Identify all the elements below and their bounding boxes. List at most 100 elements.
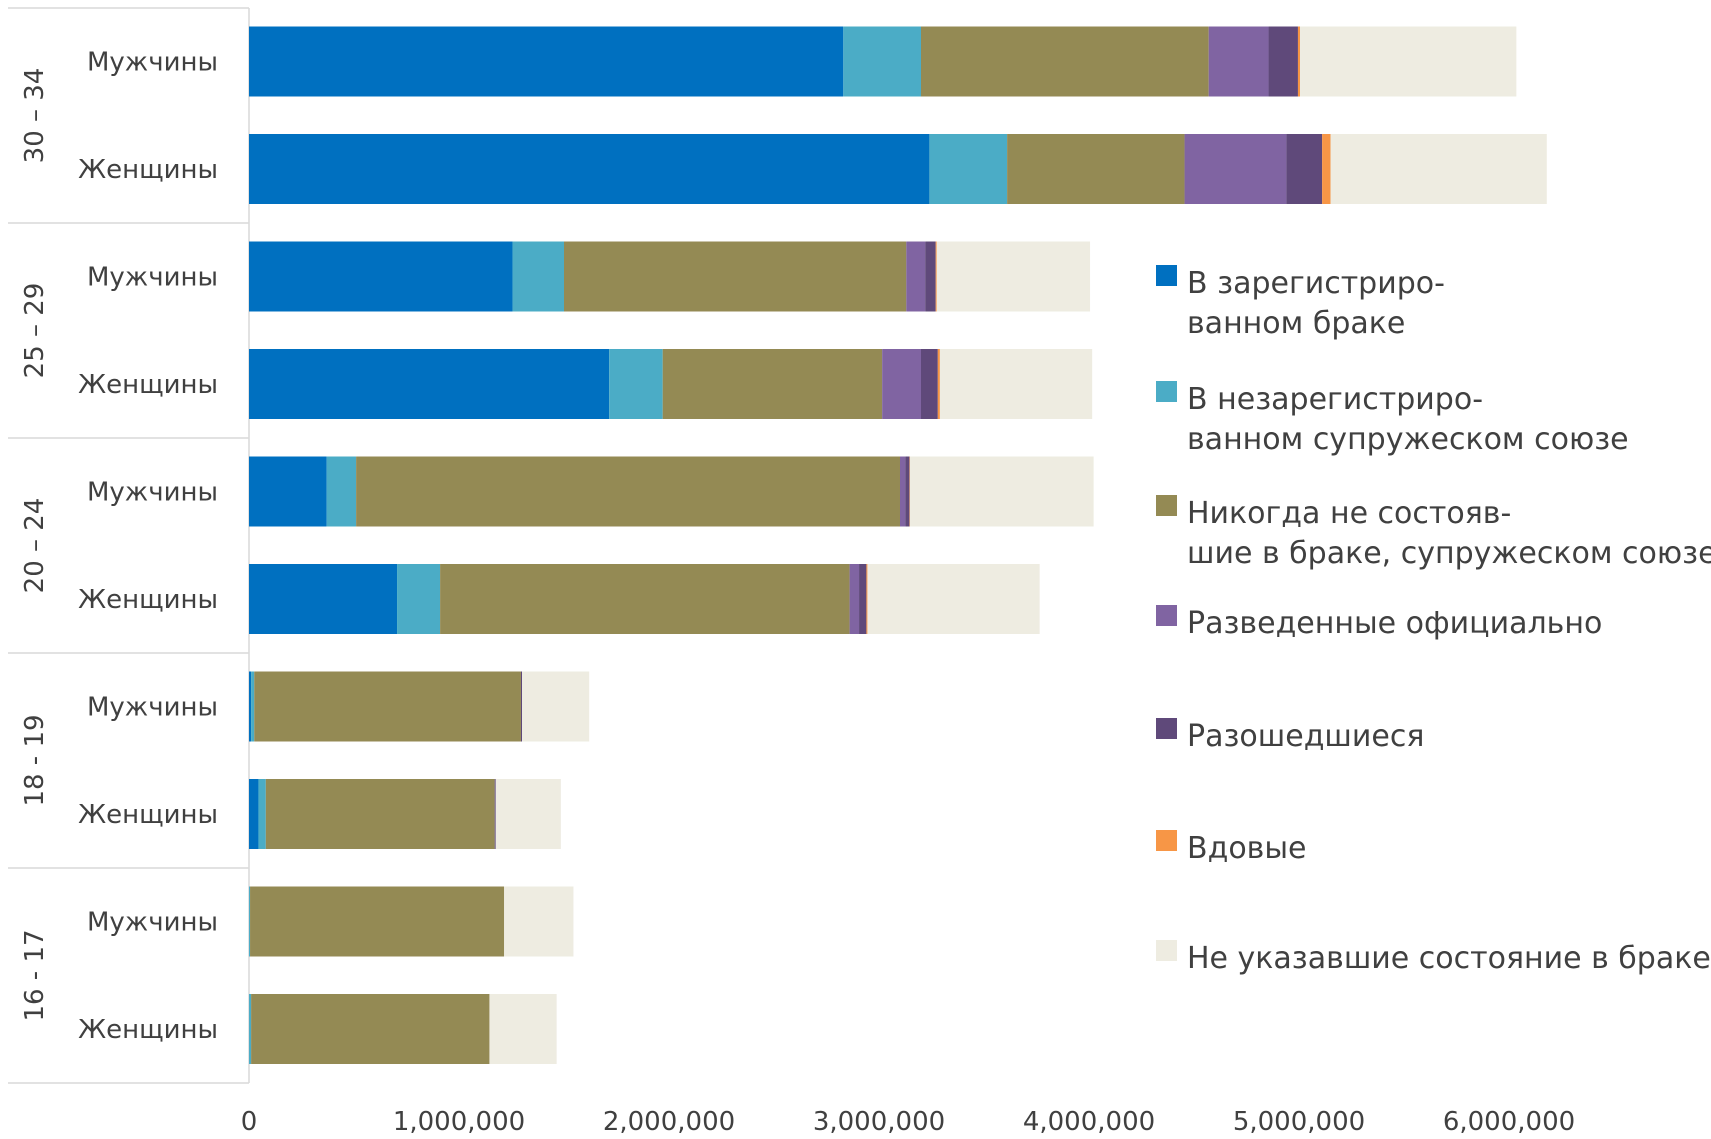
category-label: Женщины <box>78 155 218 185</box>
bar-segment <box>859 564 867 634</box>
x-tick-label: 1,000,000 <box>393 1107 525 1137</box>
bar-segment <box>564 241 907 312</box>
bar-segment <box>251 671 255 742</box>
age-group-labels: 30 – 34 25 – 29 20 – 24 18 - 19 16 - 17 <box>20 68 50 1022</box>
legend-label: шие в браке, супружеском союзе <box>1187 536 1711 571</box>
category-label: Женщины <box>78 370 218 400</box>
x-tick-label: 2,000,000 <box>603 1107 735 1137</box>
legend-label: Разошедшиеся <box>1187 719 1424 754</box>
legend-label: ванном супружеском союзе <box>1187 422 1629 457</box>
bar-segment <box>440 564 850 634</box>
bar-segment <box>326 456 357 527</box>
bar-segment <box>489 994 557 1064</box>
legend-swatch <box>1156 830 1177 851</box>
bar-segment <box>254 671 521 742</box>
bar-segment <box>921 349 938 419</box>
bar-segment <box>925 241 936 312</box>
x-axis-tick-labels: 0 1,000,000 2,000,000 3,000,000 4,000,000 5,0… <box>241 1107 1575 1137</box>
bar-segment <box>867 564 1040 634</box>
age-group-label: 30 – 34 <box>20 68 50 164</box>
category-label: Женщины <box>78 585 218 615</box>
bar-segment <box>1322 134 1331 204</box>
x-tick-label: 6,000,000 <box>1443 1107 1575 1137</box>
bar-segment <box>494 779 496 849</box>
bar-segment <box>520 671 522 742</box>
bar-segment <box>522 671 590 742</box>
age-group-label: 18 - 19 <box>20 714 50 806</box>
bar-segment <box>249 456 327 527</box>
bar-segment <box>909 456 910 527</box>
category-label: Мужчины <box>87 908 218 938</box>
bar-segment <box>249 994 252 1064</box>
bar-segment <box>250 886 505 957</box>
legend-label: В незарегистриро- <box>1187 382 1483 417</box>
bar-segment <box>929 134 1008 204</box>
legend: В зарегистриро-ванном браке В незарегистр… <box>1156 265 1711 976</box>
legend-label: Вдовые <box>1187 831 1307 866</box>
bar-segment <box>939 349 1093 419</box>
legend-label: Никогда не состояв- <box>1187 496 1511 531</box>
age-group-label: 20 – 24 <box>20 498 50 594</box>
category-label: Мужчины <box>87 693 218 723</box>
bar-segment <box>609 349 663 419</box>
category-label: Мужчины <box>87 48 218 78</box>
bar-segment <box>249 26 844 97</box>
legend-label: Не указавшие состояние в браке <box>1187 941 1711 976</box>
legend-swatch <box>1156 495 1177 516</box>
bar-segment <box>1208 26 1269 97</box>
legend-swatch <box>1156 381 1177 402</box>
category-label: Женщины <box>78 1015 218 1045</box>
x-tick-label: 3,000,000 <box>813 1107 945 1137</box>
category-label: Женщины <box>78 800 218 830</box>
bar-segment <box>512 241 564 312</box>
bar-segment <box>935 241 937 312</box>
legend-swatch <box>1156 265 1177 286</box>
bar-segment <box>265 779 495 849</box>
bar-segment <box>1300 26 1517 97</box>
bar-segment <box>249 564 398 634</box>
bar-segment <box>900 456 906 527</box>
legend-label: Разведенные официально <box>1187 606 1602 641</box>
bar-segment <box>906 241 926 312</box>
legend-swatch <box>1156 940 1177 961</box>
x-tick-label: 0 <box>241 1107 258 1137</box>
category-labels: Мужчины Женщины Мужчины Женщины Мужчины Женщи… <box>78 48 218 1046</box>
bar-segment <box>849 564 860 634</box>
x-tick-label: 5,000,000 <box>1233 1107 1365 1137</box>
bar-segment <box>495 779 561 849</box>
legend-swatch <box>1156 718 1177 739</box>
legend-label: В зарегистриро- <box>1187 266 1445 301</box>
bar-segment <box>249 671 252 742</box>
category-label: Мужчины <box>87 263 218 293</box>
bar-segment <box>882 349 921 419</box>
bar-segment <box>1297 26 1301 97</box>
bar-segment <box>1007 134 1185 204</box>
bar-segment <box>662 349 883 419</box>
bar-segment <box>866 564 868 634</box>
bars <box>249 26 1547 1064</box>
legend-label: ванном браке <box>1187 306 1405 341</box>
bar-segment <box>1330 134 1547 204</box>
bar-segment <box>258 779 266 849</box>
bar-segment <box>936 241 1091 312</box>
bar-segment <box>909 456 1094 527</box>
bar-segment <box>905 456 910 527</box>
bar-segment <box>249 886 251 957</box>
age-group-label: 16 - 17 <box>20 929 50 1021</box>
bar-segment <box>249 779 259 849</box>
bar-segment <box>1286 134 1323 204</box>
bar-segment <box>921 26 1209 97</box>
bar-segment <box>356 456 901 527</box>
bar-segment <box>249 241 513 312</box>
bar-segment <box>937 349 940 419</box>
bar-segment <box>251 994 490 1064</box>
x-tick-label: 4,000,000 <box>1023 1107 1155 1137</box>
bar-segment <box>397 564 441 634</box>
bar-segment <box>249 349 610 419</box>
age-group-label: 25 – 29 <box>20 283 50 379</box>
bar-segment <box>1268 26 1298 97</box>
bar-segment <box>504 886 574 957</box>
bar-segment <box>249 134 930 204</box>
bar-segment <box>1184 134 1287 204</box>
